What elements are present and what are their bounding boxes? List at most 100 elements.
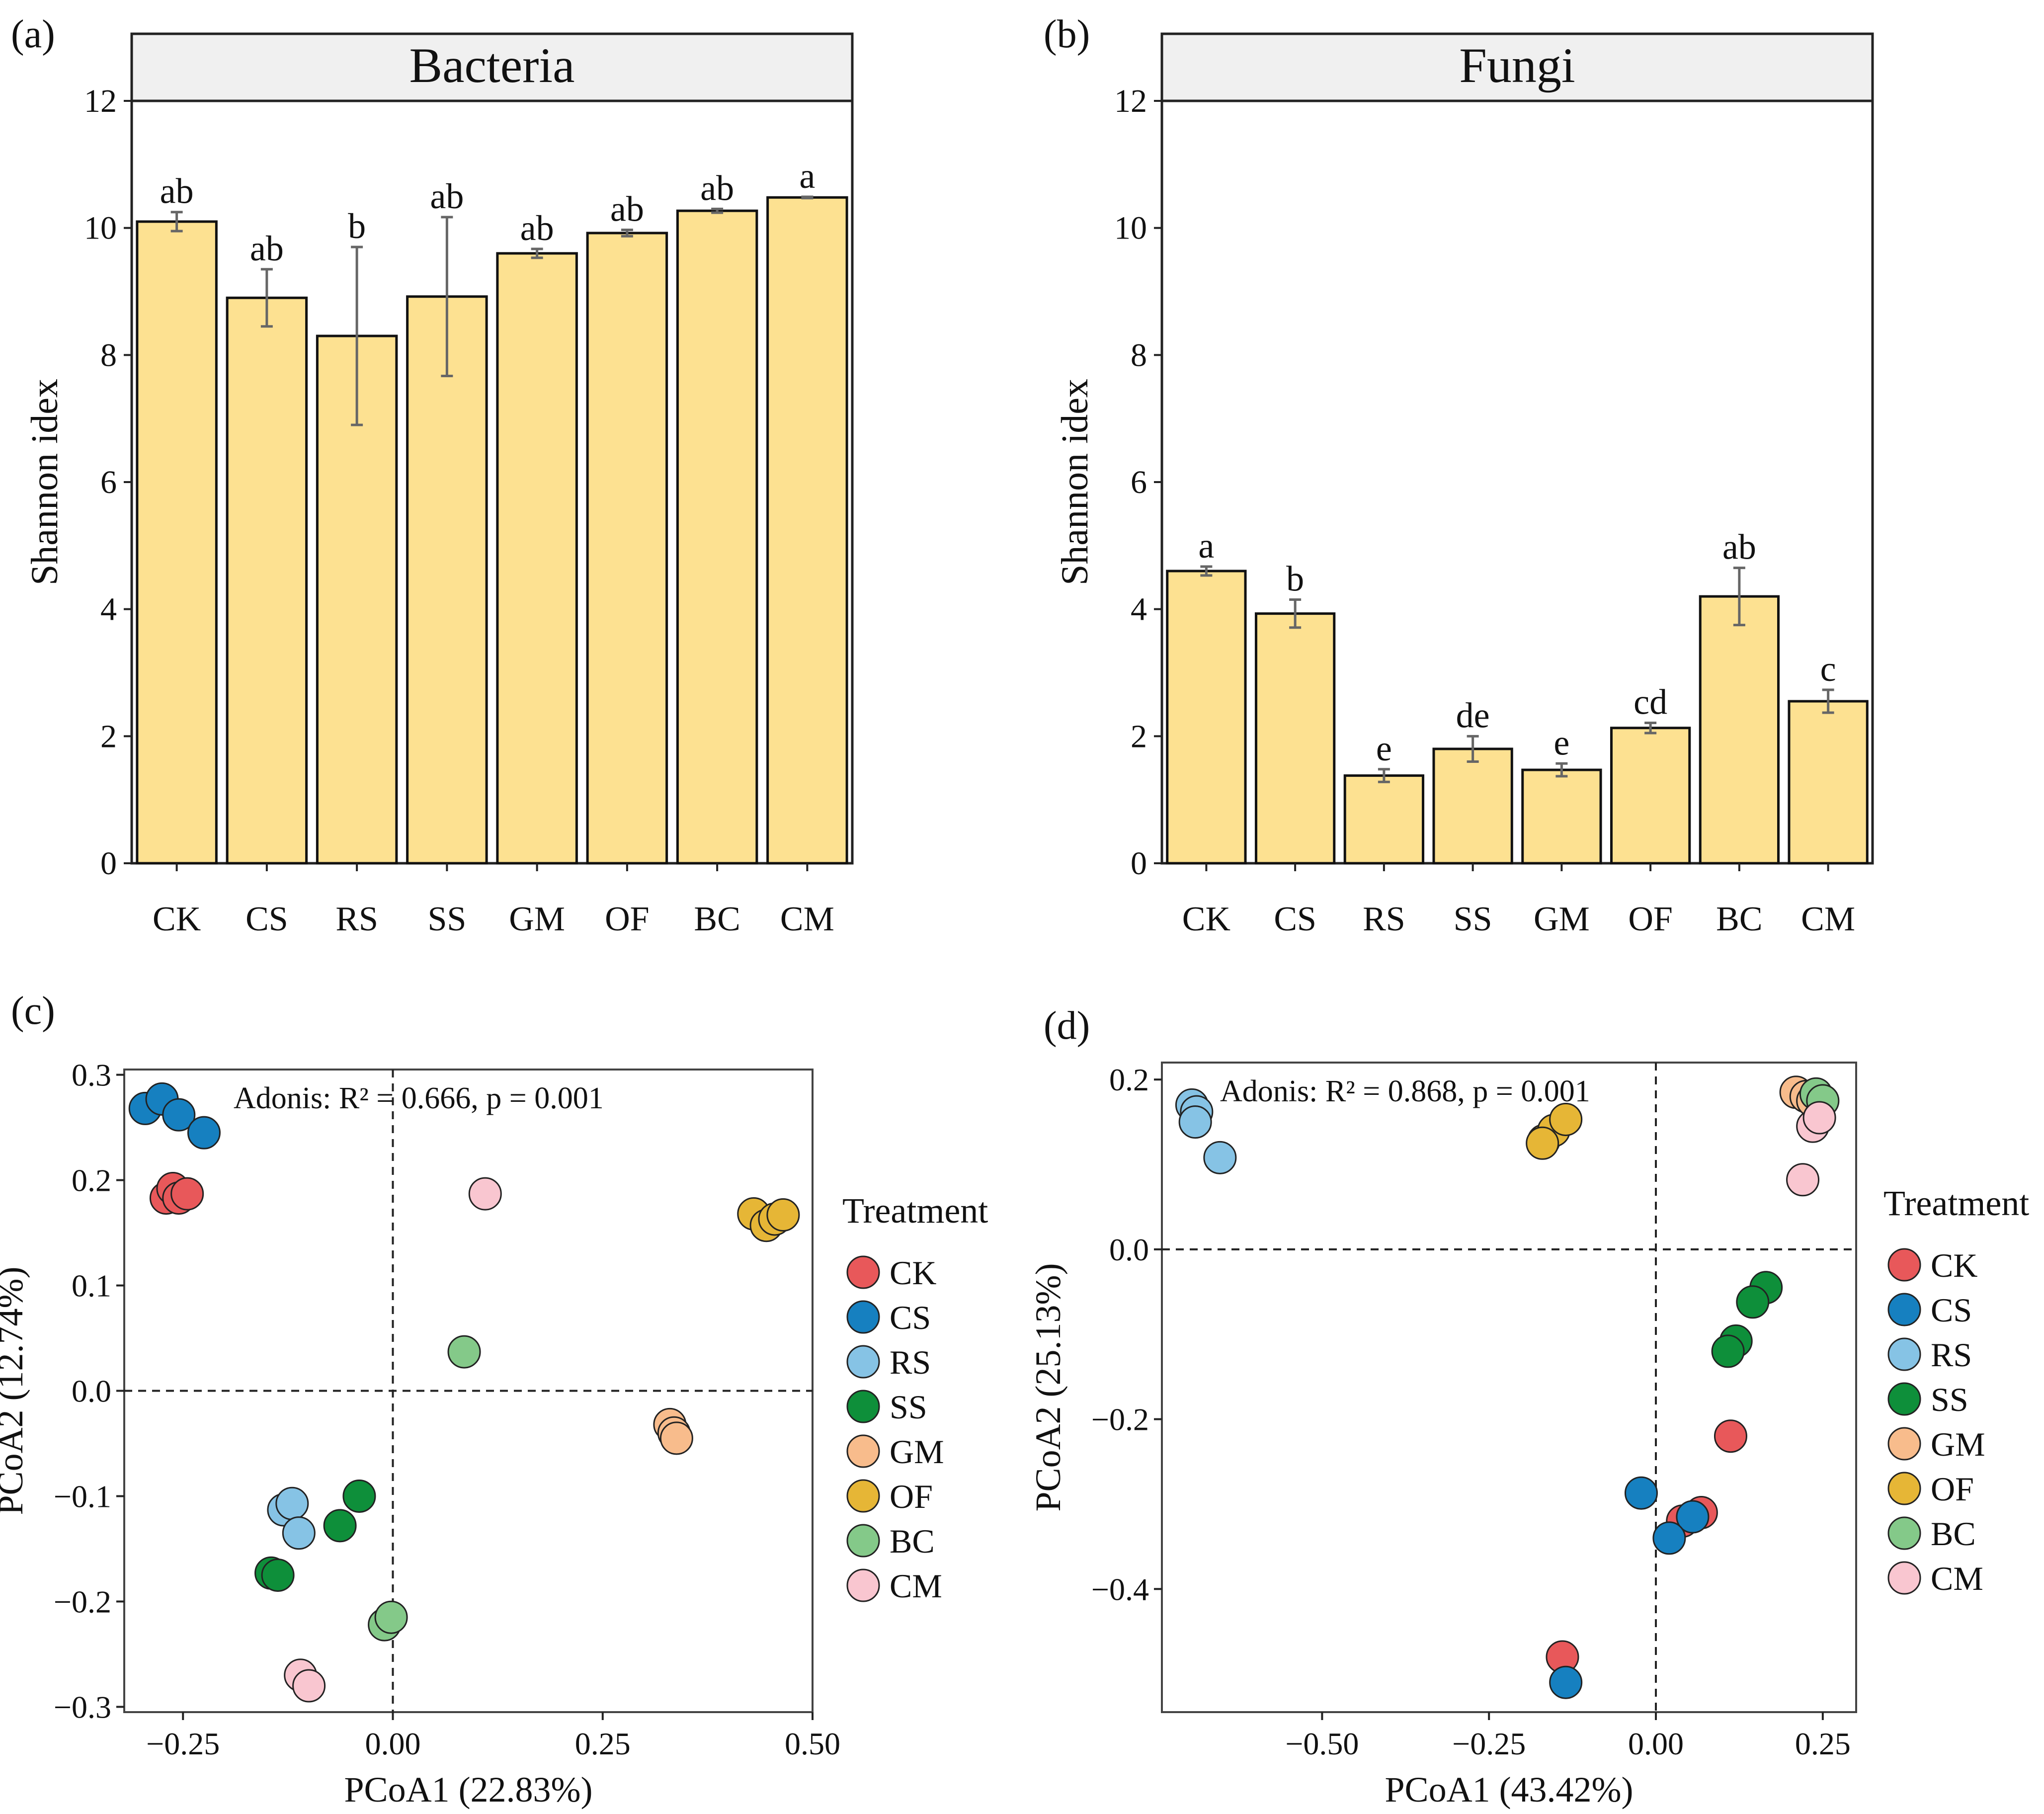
bacteria-pcoa-scatter: −0.25 0.00 0.25 0.50 −0.3 −0.2 −0.1 0.0 0.1 0.2 0.…: [0, 1058, 988, 1810]
legend-swatch-ss: [846, 1390, 880, 1423]
x-tick-label: OF: [1628, 900, 1672, 938]
legend-swatch-gm: [1887, 1427, 1921, 1461]
significance-letter: ab: [250, 229, 284, 268]
y-tick-label: 6: [100, 464, 117, 500]
legend-label-ck: CK: [1931, 1246, 1977, 1284]
data-point-ss: [1736, 1285, 1770, 1319]
chart-title: Fungi: [1459, 38, 1575, 93]
plot-frame: [1161, 1062, 1857, 1713]
y-tick-label: 12: [1114, 83, 1147, 119]
legend-label-ck: CK: [890, 1254, 936, 1292]
data-point-of: [1549, 1102, 1583, 1136]
legend-label-bc: BC: [890, 1522, 935, 1560]
significance-letter: ab: [700, 168, 734, 208]
significance-letter: a: [1198, 526, 1214, 566]
legend-swatch-ck: [1887, 1248, 1921, 1282]
data-point-rs: [282, 1516, 316, 1550]
legend-label-of: OF: [1931, 1470, 1974, 1508]
significance-letter: ab: [520, 208, 554, 248]
data-point-cs: [162, 1098, 196, 1132]
legend-label-rs: RS: [890, 1343, 931, 1381]
y-tick-label: 6: [1131, 464, 1147, 500]
legend-label-of: OF: [890, 1478, 933, 1515]
significance-letter: ab: [1722, 527, 1756, 567]
bar: [1432, 747, 1513, 865]
y-tick-label: 0.2: [1109, 1062, 1149, 1097]
x-tick-label: CM: [780, 900, 834, 938]
x-tick-label: 0.50: [785, 1726, 840, 1761]
legend-label-gm: GM: [1931, 1425, 1985, 1463]
data-point-ck: [1714, 1419, 1747, 1453]
x-tick-label: 0.00: [1628, 1726, 1684, 1761]
legend-label-ss: SS: [1931, 1381, 1968, 1418]
legend-swatch-ss: [1887, 1382, 1921, 1416]
y-tick-label: 0.3: [72, 1058, 111, 1093]
significance-letter: cd: [1634, 682, 1667, 722]
x-tick-label: BC: [1716, 900, 1762, 938]
x-tick-label: −0.25: [1452, 1726, 1526, 1761]
y-tick-label: −0.2: [54, 1584, 111, 1619]
data-point-cm: [1802, 1101, 1836, 1135]
x-tick-label: RS: [335, 900, 378, 938]
y-tick-label: 10: [84, 210, 117, 247]
y-tick-label: 8: [100, 337, 117, 373]
y-tick-label: −0.1: [54, 1479, 111, 1514]
data-point-cm: [1786, 1163, 1820, 1197]
data-point-gm: [659, 1421, 693, 1455]
legend-title: Treatment: [1883, 1183, 2029, 1223]
y-axis-label: PCoA2 (12.74%): [0, 1267, 30, 1515]
y-tick-label: 0.0: [1109, 1232, 1149, 1267]
data-point-cm: [468, 1177, 502, 1211]
significance-letter: de: [1456, 695, 1490, 735]
data-point-ss: [261, 1558, 295, 1592]
bar: [136, 220, 218, 865]
significance-letter: b: [1286, 559, 1304, 598]
data-point-of: [1526, 1126, 1559, 1160]
bar: [766, 196, 848, 865]
legend-label-bc: BC: [1931, 1515, 1976, 1553]
legend-swatch-rs: [1887, 1337, 1921, 1371]
data-point-bc: [447, 1335, 481, 1369]
x-tick-label: −0.25: [146, 1726, 220, 1761]
y-tick-label: −0.4: [1091, 1571, 1149, 1607]
data-point-cm: [292, 1669, 326, 1703]
legend-title: Treatment: [842, 1191, 988, 1231]
x-tick-label: OF: [605, 900, 649, 938]
data-point-cs: [1549, 1665, 1583, 1699]
x-tick-label: CK: [153, 900, 201, 938]
bar: [1699, 595, 1780, 865]
x-tick-label: 0.25: [575, 1726, 631, 1761]
bar: [1521, 768, 1602, 865]
data-point-ss: [323, 1509, 357, 1543]
data-point-of: [766, 1198, 800, 1232]
bar: [1343, 774, 1425, 865]
x-tick-label: GM: [509, 900, 565, 938]
y-tick-label: 0.2: [72, 1163, 111, 1198]
x-tick-label: −0.50: [1285, 1726, 1359, 1761]
panel-label-a: (a): [11, 12, 55, 56]
x-axis-label: PCoA1 (43.42%): [1385, 1770, 1634, 1810]
y-tick-label: 4: [1131, 591, 1147, 628]
x-tick-label: SS: [1454, 900, 1492, 938]
y-tick-label: 2: [1131, 718, 1147, 754]
x-tick-label: BC: [694, 900, 740, 938]
x-axis-label: PCoA1 (22.83%): [344, 1770, 593, 1810]
y-tick-label: 4: [100, 591, 117, 628]
adonis-annotation: Adonis: R² = 0.666, p = 0.001: [234, 1081, 604, 1115]
legend-swatch-cm: [846, 1568, 880, 1602]
data-point-cs: [1652, 1521, 1686, 1555]
legend-swatch-rs: [846, 1345, 880, 1379]
bar: [1610, 727, 1691, 865]
significance-letter: ab: [160, 171, 194, 211]
bar: [406, 295, 488, 865]
data-point-rs: [1178, 1105, 1212, 1139]
y-tick-label: 12: [84, 83, 117, 119]
legend-label-cs: CS: [890, 1299, 931, 1336]
legend-label-ss: SS: [890, 1388, 927, 1426]
significance-letter: a: [799, 156, 815, 196]
legend-swatch-of: [846, 1479, 880, 1513]
bar: [496, 252, 578, 865]
significance-letter: ab: [430, 176, 464, 216]
x-tick-label: SS: [427, 900, 466, 938]
